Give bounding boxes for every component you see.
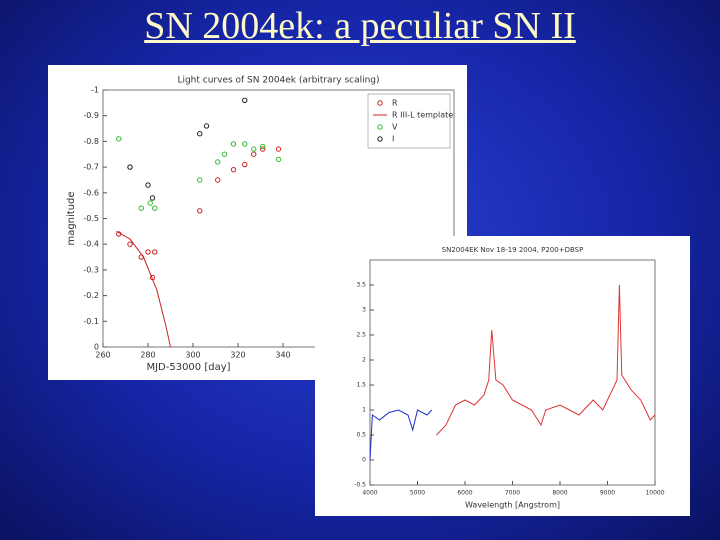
legend-box: [367, 93, 451, 149]
x-tick-label: 280: [140, 351, 155, 360]
data-point: [251, 151, 257, 157]
legend-label: I: [392, 135, 394, 144]
data-point: [152, 205, 158, 211]
y-tick-label: -0.2: [83, 291, 99, 300]
data-point: [127, 164, 133, 170]
series-line: [369, 409, 433, 461]
y-tick-label: 0: [362, 457, 366, 464]
x-tick-label: 10000: [645, 490, 664, 497]
data-point: [145, 182, 151, 188]
data-point: [197, 208, 203, 214]
data-point: [260, 143, 266, 150]
y-tick-label: 1: [362, 407, 366, 414]
data-point: [275, 146, 282, 152]
x-tick-label: 9000: [600, 490, 615, 497]
x-tick-label: 4000: [362, 490, 377, 497]
data-point: [203, 123, 210, 129]
y-axis-label: magnitude: [66, 191, 77, 245]
y-tick-label: 3.5: [356, 282, 366, 289]
y-tick-label: -0.6: [83, 188, 99, 197]
y-tick-label: -0.8: [83, 137, 99, 146]
slide-title: SN 2004ek: a peculiar SN II: [144, 5, 576, 47]
data-point: [221, 151, 228, 157]
x-tick-label: 5000: [410, 490, 425, 497]
y-tick-label: -0.5: [83, 214, 99, 223]
data-point: [242, 161, 248, 168]
y-tick-label: 0: [94, 343, 99, 352]
y-tick-label: -0.7: [83, 163, 99, 172]
legend-swatch: [377, 100, 383, 106]
data-point: [127, 241, 133, 247]
y-tick-label: 0.5: [356, 432, 366, 439]
data-point: [242, 141, 248, 147]
chart-title: Light curves of SN 2004ek (arbitrary sca…: [177, 76, 379, 86]
data-point: [138, 205, 144, 211]
x-tick-label: 320: [230, 351, 245, 360]
y-tick-label: -0.1: [83, 317, 99, 326]
legend-label: V: [392, 123, 398, 132]
series-line: [436, 284, 656, 436]
y-tick-label: -1: [91, 86, 99, 95]
x-tick-label: 300: [185, 351, 200, 360]
y-tick-label: -0.9: [83, 111, 99, 120]
y-tick-label: 1.5: [356, 382, 366, 389]
data-point: [152, 249, 158, 255]
x-tick-label: 8000: [552, 490, 567, 497]
legend-swatch: [377, 136, 383, 142]
data-point: [275, 156, 282, 163]
data-point: [251, 146, 257, 152]
data-point: [215, 159, 221, 165]
data-point: [215, 177, 221, 183]
y-tick-label: -0.5: [354, 482, 366, 489]
x-tick-label: 6000: [457, 490, 472, 497]
x-axis-label: Wavelength [Angstrom]: [465, 501, 560, 510]
legend-label: R: [392, 99, 398, 108]
y-tick-label: 2.5: [356, 332, 366, 339]
data-point: [230, 141, 237, 147]
data-point: [149, 195, 156, 201]
y-tick-label: 2: [362, 357, 366, 364]
legend-swatch: [377, 124, 383, 130]
y-tick-label: 3: [362, 307, 366, 314]
series-line: [116, 230, 171, 348]
data-point: [116, 136, 122, 142]
data-point: [197, 130, 203, 137]
y-tick-label: -0.4: [83, 240, 99, 249]
x-tick-label: 260: [95, 351, 110, 360]
data-point: [242, 97, 248, 103]
data-point: [197, 177, 203, 183]
x-axis-label: MJD-53000 [day]: [146, 362, 230, 373]
x-tick-label: 7000: [505, 490, 520, 497]
data-point: [260, 146, 266, 152]
data-point: [145, 249, 151, 255]
x-tick-label: 340: [275, 351, 290, 360]
data-point: [230, 166, 237, 173]
y-tick-label: -0.3: [83, 265, 99, 274]
data-point: [147, 200, 153, 206]
legend-label: R III-L template: [392, 111, 453, 120]
chart-title: SN2004EK Nov 18-19 2004, P200+DBSP: [442, 246, 584, 254]
chart-background: [315, 236, 690, 516]
chart: SN2004EK Nov 18-19 2004, P200+DBSP Wavele…: [315, 236, 690, 516]
